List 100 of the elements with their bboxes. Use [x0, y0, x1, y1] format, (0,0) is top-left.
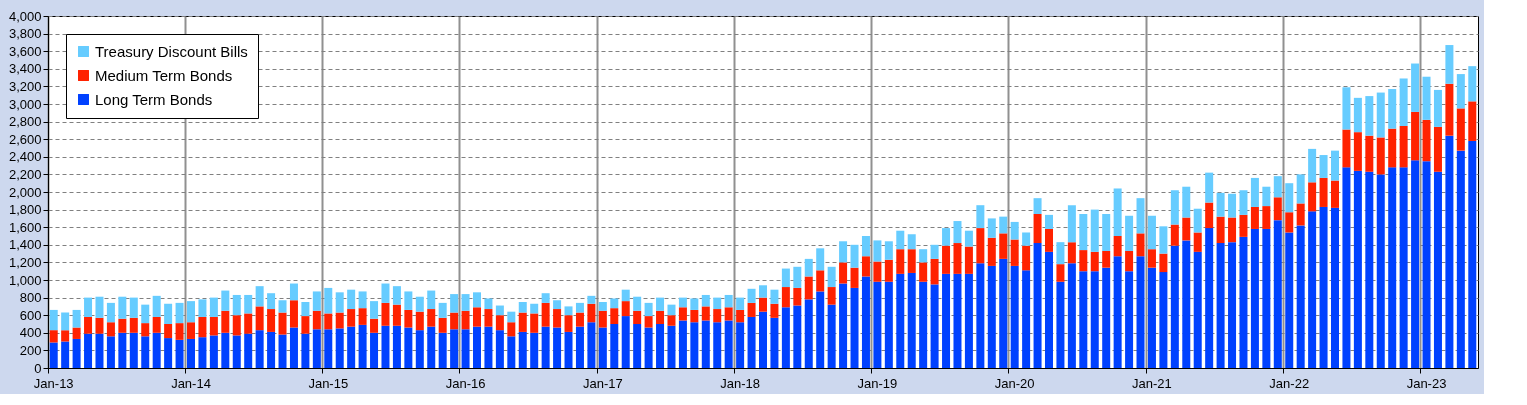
- bar: [553, 327, 562, 368]
- bar: [370, 332, 379, 368]
- bar: [1239, 214, 1248, 237]
- bar: [1411, 63, 1420, 112]
- bar: [289, 327, 298, 368]
- bar: [759, 285, 767, 298]
- bar: [415, 330, 424, 368]
- bar: [999, 216, 1008, 234]
- bar: [1205, 202, 1214, 229]
- bar: [461, 329, 470, 368]
- bar: [495, 305, 504, 316]
- bar: [438, 302, 447, 318]
- bar: [884, 241, 893, 260]
- bar: [1113, 256, 1122, 368]
- bar: [736, 309, 745, 323]
- bar: [541, 326, 550, 368]
- bar: [1342, 167, 1351, 368]
- bar: [95, 317, 104, 334]
- bar: [644, 316, 653, 328]
- bar: [587, 295, 596, 304]
- bar: [1136, 256, 1145, 368]
- bar: [1445, 135, 1454, 368]
- x-tick-label: Jan-21: [1132, 375, 1172, 391]
- bar: [473, 326, 481, 368]
- bar: [816, 291, 825, 368]
- bar: [1136, 198, 1145, 234]
- bar: [942, 228, 951, 246]
- bar: [1033, 198, 1042, 214]
- bar: [187, 301, 195, 323]
- bar: [999, 258, 1008, 368]
- bar: [1342, 87, 1351, 130]
- bar: [118, 332, 127, 368]
- bar: [1365, 96, 1374, 136]
- bar: [1182, 240, 1191, 368]
- bar: [816, 248, 825, 271]
- bar: [450, 294, 459, 313]
- bar: [610, 298, 619, 309]
- bar: [461, 310, 470, 330]
- bar: [1159, 272, 1168, 368]
- bar: [1262, 228, 1271, 368]
- bar: [530, 332, 539, 368]
- bar: [1250, 177, 1259, 207]
- bar: [164, 338, 173, 368]
- bar: [1296, 225, 1305, 368]
- bar: [713, 322, 722, 368]
- bar: [839, 283, 848, 368]
- bar: [701, 320, 710, 368]
- bar: [1365, 135, 1374, 172]
- bar: [827, 266, 836, 288]
- bar: [415, 296, 424, 312]
- bar: [759, 297, 767, 312]
- bar: [770, 289, 779, 304]
- bar: [667, 315, 676, 326]
- bar: [713, 297, 722, 310]
- bar: [198, 337, 207, 368]
- bar: [175, 339, 184, 368]
- bar: [392, 286, 401, 305]
- bar: [1422, 76, 1431, 120]
- bar: [1125, 271, 1134, 368]
- bar: [1468, 140, 1477, 368]
- bar: [1090, 209, 1099, 252]
- bar: [392, 304, 401, 326]
- bar: [1125, 250, 1134, 272]
- bar: [1170, 224, 1179, 246]
- bar: [267, 293, 276, 310]
- bar: [1228, 242, 1237, 368]
- bar: [72, 338, 81, 368]
- bar: [1216, 192, 1225, 217]
- bar: [1193, 232, 1202, 252]
- bar: [656, 324, 665, 368]
- bar: [896, 273, 905, 368]
- bar: [335, 292, 344, 313]
- bar: [575, 326, 584, 368]
- bar: [1422, 119, 1431, 162]
- bar: [1067, 205, 1076, 243]
- bar: [1239, 190, 1248, 215]
- bar: [564, 331, 573, 368]
- bar: [1022, 232, 1031, 246]
- bar: [564, 315, 573, 332]
- bar: [656, 310, 665, 324]
- bar: [930, 284, 939, 368]
- bar: [461, 294, 470, 311]
- bar: [1239, 236, 1248, 368]
- bar: [95, 333, 104, 368]
- bar: [1067, 242, 1076, 264]
- bar: [1045, 251, 1053, 368]
- bar: [564, 306, 573, 316]
- bar: [1216, 243, 1225, 368]
- bar: [953, 243, 962, 274]
- bar: [49, 309, 58, 331]
- bar: [1445, 83, 1454, 136]
- bar: [221, 290, 230, 311]
- bar: [804, 299, 813, 368]
- y-tick-label: 2,400: [8, 149, 42, 165]
- bar: [1376, 174, 1385, 368]
- bar: [84, 316, 93, 334]
- bar: [907, 234, 916, 250]
- bar: [861, 276, 870, 368]
- bar: [690, 322, 699, 368]
- bar: [427, 290, 436, 310]
